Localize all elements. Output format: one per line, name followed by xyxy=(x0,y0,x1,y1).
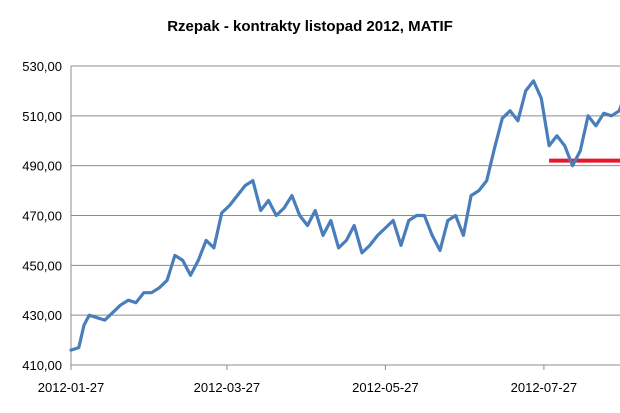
x-tick-label: 2012-03-27 xyxy=(194,380,261,395)
y-tick-label: 430,00 xyxy=(22,308,62,323)
x-tick-label: 2012-05-27 xyxy=(352,380,419,395)
y-tick-label: 490,00 xyxy=(22,159,62,174)
y-tick-label: 510,00 xyxy=(22,109,62,124)
axes xyxy=(70,66,620,370)
y-tick-label: 470,00 xyxy=(22,209,62,224)
x-axis-tick-labels: 2012-01-27 2012-03-27 2012-05-27 2012-07-27… xyxy=(38,380,578,395)
x-tick-label: 2012-07-27 xyxy=(511,380,578,395)
series-lines xyxy=(69,79,620,352)
y-tick-label: 530,00 xyxy=(22,59,62,74)
gridlines xyxy=(71,65,620,316)
y-tick-label: 450,00 xyxy=(22,258,62,273)
y-axis-tick-labels: 410,00 430,00 450,00 470,00 490,00 510,00 530,… xyxy=(22,59,62,373)
chart-title: Rzepak - kontrakty listopad 2012, MATIF xyxy=(167,18,453,35)
x-tick-label: 2012-01-27 xyxy=(38,380,105,395)
series-line xyxy=(69,79,620,352)
y-tick-label: 410,00 xyxy=(22,358,62,373)
